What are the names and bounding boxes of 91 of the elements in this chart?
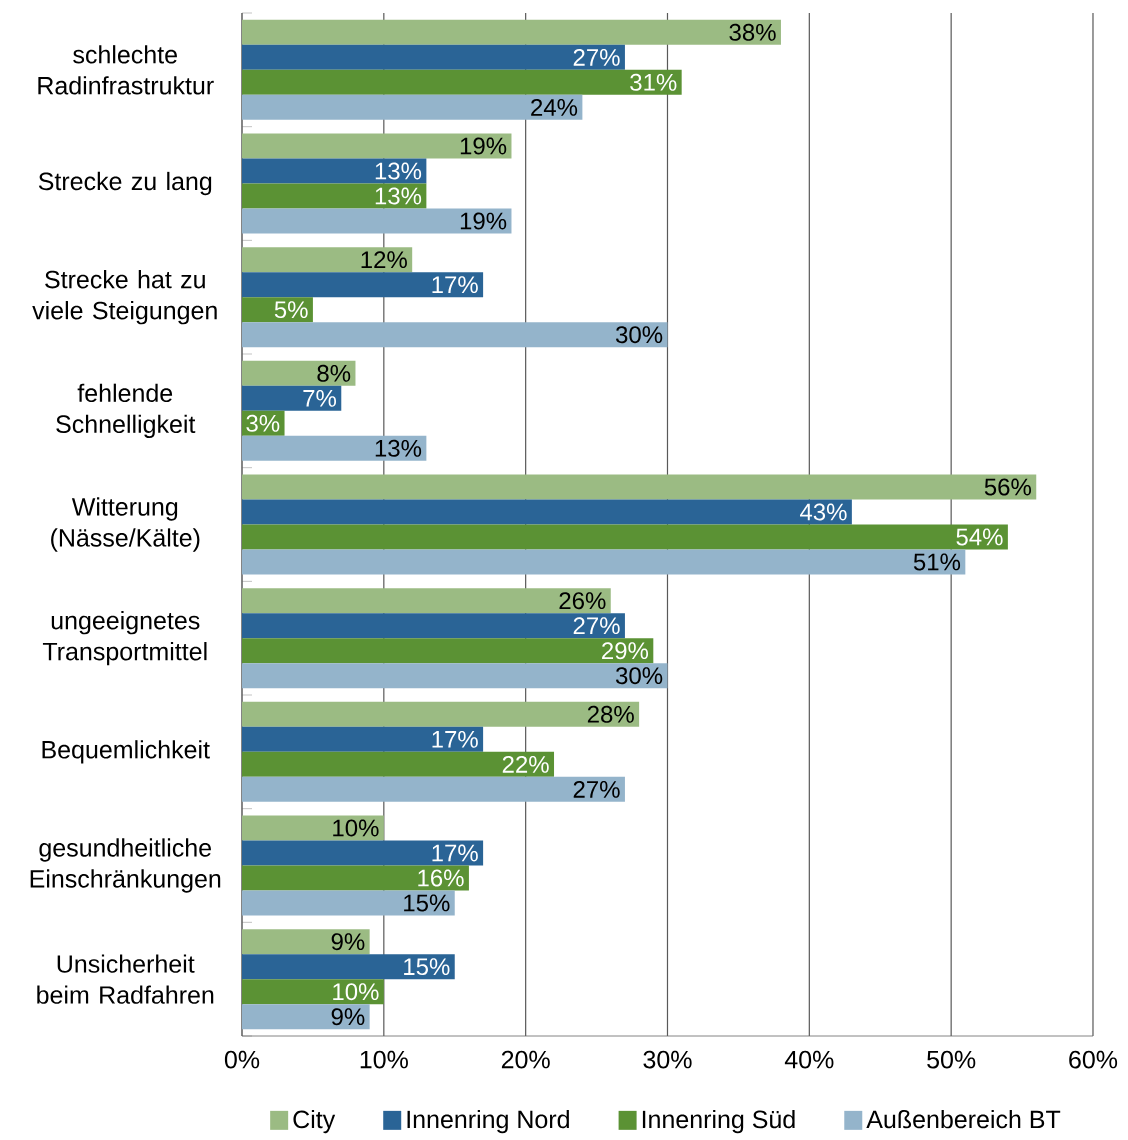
data-label: 13% [375,162,422,180]
data-label: 17% [432,276,478,294]
data-label: 9% [331,933,365,951]
data-label: 26% [559,592,606,610]
legend-label: Außenbereich BT [866,1109,1061,1129]
data-label: 13% [375,187,422,205]
data-label: 17% [432,844,478,862]
y-tick-label: ungeeignetes Transportmittel [42,611,207,666]
data-label: 56% [984,478,1031,496]
bar [242,69,682,95]
bar [242,183,427,209]
data-label: 8% [317,364,351,382]
bar [242,44,625,70]
data-label: 43% [800,503,847,521]
bar [242,815,384,841]
data-label: 51% [913,553,961,571]
bar [242,865,469,891]
y-tick-label: Witterung (Nässe/Kälte) [51,497,200,552]
data-label: 5% [274,301,308,319]
bar [242,1004,370,1030]
legend-label: City [293,1109,336,1134]
data-label: 30% [615,326,663,344]
data-label: 27% [573,48,620,66]
x-tick-label: 30% [643,1050,692,1069]
x-tick-label: 20% [501,1050,550,1069]
y-tick-label: Bequemlichkeit [42,740,210,764]
y-tick-label: fehlende Schnelligkeit [56,383,196,438]
y-tick-label: Strecke hat zu viele Steigungen [32,270,217,325]
bar [242,208,512,234]
bar [242,638,654,664]
y-tick-label: schlechte Radinfrastruktur [38,45,214,95]
bar [242,297,313,323]
bar [242,613,625,639]
bar [242,322,668,348]
data-label: 29% [602,642,649,660]
data-label: 24% [531,98,578,116]
bar [242,524,1008,550]
data-label: 22% [502,755,549,773]
bar [242,272,484,298]
bar [242,499,852,525]
bar [242,954,455,980]
x-tick-label: 10% [360,1050,408,1069]
bar [242,663,668,689]
bar [242,701,640,727]
data-label: 16% [418,869,464,887]
bar [242,133,512,159]
bar [242,979,384,1005]
bar [242,588,611,614]
bar [242,840,484,866]
legend-label: Innenring Nord [407,1109,569,1134]
bar [242,474,1037,500]
x-tick-label: 50% [927,1050,976,1069]
x-tick-label: 40% [784,1050,834,1069]
data-label: 13% [375,439,422,457]
data-label: 31% [630,73,677,91]
bar [242,360,356,386]
data-label: 30% [615,667,663,685]
data-label: 7% [303,389,337,407]
y-tick-label: gesundheitliche Einschränkungen [30,838,221,893]
y-tick-label: Strecke zu lang [38,171,212,196]
bar [242,776,625,802]
bar [242,94,583,120]
bar [242,435,427,461]
bar [242,247,413,273]
bar [242,726,484,752]
bar [242,158,427,184]
bar [242,385,342,411]
bar [242,751,555,777]
data-label: 3% [246,414,280,432]
bar [242,549,966,575]
data-label: 38% [729,23,776,41]
data-label: 12% [361,251,407,269]
data-label: 54% [956,528,1003,546]
data-label: 10% [333,819,379,837]
x-tick-label: 0% [224,1050,260,1069]
data-label: 17% [432,730,478,748]
y-tick-label: Unsicherheit beim Radfahren [37,954,214,1004]
bar [242,929,370,955]
data-label: 15% [404,894,450,912]
data-label: 19% [460,212,507,230]
data-label: 15% [404,958,450,976]
data-label: 19% [460,137,507,155]
data-label: 28% [587,705,634,723]
bar [242,19,781,45]
bar [242,890,455,916]
data-label: 9% [331,1008,365,1026]
x-tick-label: 60% [1069,1050,1118,1069]
data-label: 10% [333,983,379,1001]
data-label: 27% [573,780,620,798]
legend-label: Innenring Süd [642,1109,795,1134]
data-label: 27% [573,617,620,635]
